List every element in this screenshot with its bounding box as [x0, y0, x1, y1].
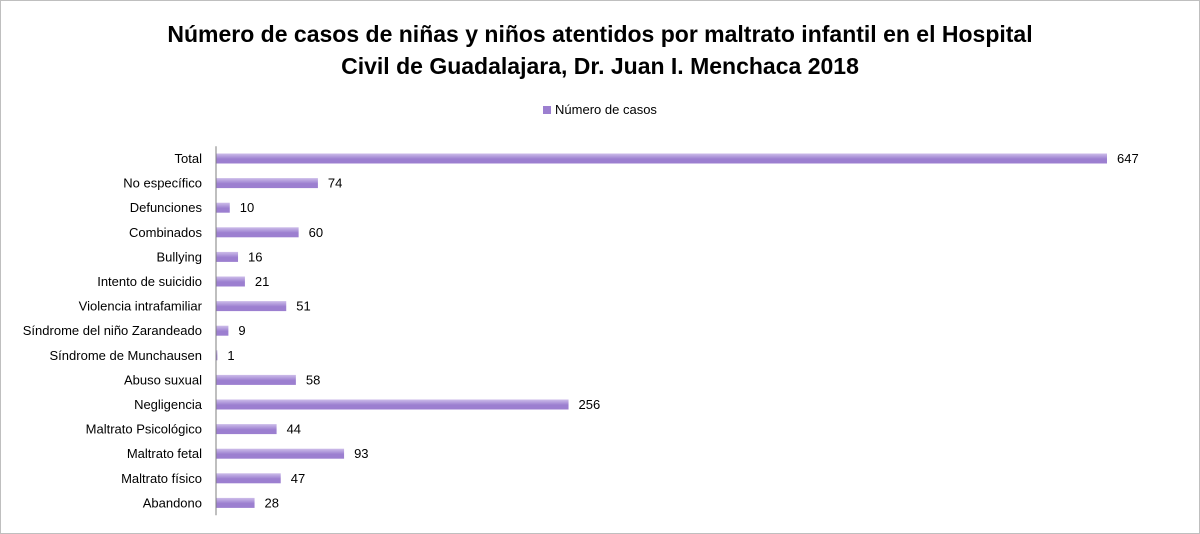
category-label-11: Maltrato Psicológico — [86, 422, 202, 437]
bar-10 — [216, 399, 569, 410]
value-label-11: 44 — [287, 422, 301, 437]
category-label-12: Maltrato fetal — [127, 446, 202, 461]
value-label-5: 21 — [255, 274, 269, 289]
value-label-4: 16 — [248, 249, 262, 264]
bar-5 — [216, 276, 245, 287]
category-label-14: Abandono — [143, 495, 202, 510]
value-label-6: 51 — [296, 299, 310, 314]
bar-11 — [216, 424, 277, 435]
bar-1 — [216, 178, 318, 189]
bars-group — [216, 153, 1107, 508]
chart-legend: Número de casos — [0, 102, 1200, 117]
category-label-7: Síndrome del niño Zarandeado — [23, 323, 202, 338]
chart-title-line-1: Número de casos de niñas y niños atentid… — [167, 21, 1033, 47]
bar-14 — [216, 497, 255, 508]
value-label-0: 647 — [1117, 151, 1139, 166]
bar-7 — [216, 325, 229, 336]
value-label-1: 74 — [328, 176, 342, 191]
value-label-14: 28 — [265, 495, 279, 510]
value-label-7: 9 — [238, 323, 245, 338]
category-label-10: Negligencia — [134, 397, 203, 412]
category-label-1: No específico — [123, 176, 202, 191]
category-label-8: Síndrome de Munchausen — [50, 348, 202, 363]
category-label-2: Defunciones — [130, 200, 203, 215]
category-label-3: Combinados — [129, 225, 202, 240]
value-label-12: 93 — [354, 446, 368, 461]
value-label-8: 1 — [227, 348, 234, 363]
chart-title: Número de casos de niñas y niños atentid… — [0, 18, 1200, 82]
category-label-13: Maltrato físico — [121, 471, 202, 486]
bar-4 — [216, 251, 239, 262]
legend-swatch — [543, 105, 552, 114]
bar-2 — [216, 202, 230, 213]
category-labels: Total No específico Defunciones Combinados B… — [23, 151, 203, 510]
value-label-13: 47 — [291, 471, 305, 486]
category-label-4: Bullying — [156, 249, 202, 264]
value-label-9: 58 — [306, 372, 320, 387]
bar-3 — [216, 227, 299, 238]
category-label-5: Intento de suicidio — [97, 274, 202, 289]
legend-label: Número de casos — [555, 102, 657, 117]
value-labels: 647 74 10 60 16 21 51 91 58 256 44 93 47 28 — [227, 151, 1138, 510]
category-label-6: Violencia intrafamiliar — [79, 299, 203, 314]
bar-6 — [216, 301, 287, 312]
bar-0 — [216, 153, 1107, 164]
bar-8 — [216, 350, 218, 361]
value-label-2: 10 — [240, 200, 254, 215]
bar-9 — [216, 374, 296, 385]
category-label-9: Abuso suxual — [124, 372, 202, 387]
value-label-10: 256 — [579, 397, 601, 412]
bar-12 — [216, 448, 345, 459]
value-label-3: 60 — [309, 225, 323, 240]
bar-13 — [216, 473, 281, 484]
category-label-0: Total — [175, 151, 203, 166]
chart-title-line-2: Civil de Guadalajara, Dr. Juan I. Mencha… — [341, 53, 859, 79]
